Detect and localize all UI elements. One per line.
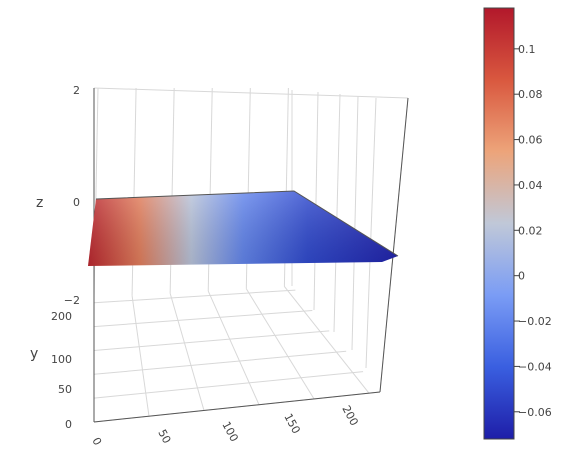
x-tick-label: 150 xyxy=(281,411,302,436)
surface-shading xyxy=(88,191,398,266)
colorbar-tick-label: 0.02 xyxy=(518,224,543,237)
y-axis-label: y xyxy=(30,346,38,362)
surface-edge xyxy=(95,190,399,257)
side-wall-grid-line xyxy=(313,91,319,311)
floor-grid-line xyxy=(93,350,347,375)
back-wall-grid-line xyxy=(93,87,409,99)
z-axis-label: z xyxy=(36,195,43,211)
y-tick-label: 200 xyxy=(51,310,72,323)
side-wall-grid-line xyxy=(333,93,341,333)
x-axis-ticks: 0 50 100 150 200 xyxy=(89,403,360,447)
y-tick-label: 0 xyxy=(65,418,72,431)
x-tick-label: 0 xyxy=(89,435,104,447)
floor-grid-line xyxy=(283,286,370,394)
x-axis-line xyxy=(93,391,381,423)
floor-grid-line xyxy=(93,371,364,399)
side-wall-grid-line xyxy=(365,97,377,369)
colorbar-tick-label: −0.04 xyxy=(518,360,552,373)
y-tick-label: 100 xyxy=(51,353,72,366)
z-tick-label: 0 xyxy=(73,196,80,209)
side-wall-grid-line xyxy=(351,95,359,351)
colorbar-gradient xyxy=(483,7,515,440)
floor-grid-line xyxy=(93,330,330,351)
y-axis-ticks: 0 50 100 200 xyxy=(51,310,72,431)
colorbar-tick-label: 0 xyxy=(518,270,525,283)
colorbar-tick-label: −0.06 xyxy=(518,406,552,419)
surface-mesh xyxy=(88,190,399,266)
colorbar-tick-label: 0.04 xyxy=(518,179,543,192)
z-tick-label: 2 xyxy=(73,84,80,97)
floor-grid-line xyxy=(93,289,296,304)
floor-grid-line xyxy=(93,309,313,328)
y-tick-label: 50 xyxy=(58,383,72,396)
colorbar-tick-label: 0.06 xyxy=(518,134,543,147)
x-tick-label: 100 xyxy=(219,419,240,444)
back-wall-grid-line xyxy=(93,87,99,299)
scene-grid xyxy=(93,87,409,423)
floor-grid-line xyxy=(169,293,205,411)
right-axis-line xyxy=(379,97,409,393)
colorbar-tick-label: 0.08 xyxy=(518,88,543,101)
colorbar-tick-label: −0.02 xyxy=(518,315,552,328)
floor-grid-line xyxy=(131,295,150,417)
colorbar-ticks: 0.1 0.08 0.06 0.04 0.02 0 −0.02 −0.04 −0.06 xyxy=(514,43,552,419)
colorbar: 0.1 0.08 0.06 0.04 0.02 0 −0.02 −0.04 −0.06 xyxy=(483,7,552,440)
floor-grid-line xyxy=(245,288,315,400)
floor-grid-line xyxy=(207,290,260,405)
z-axis-ticks: 2 0 −2 xyxy=(64,84,80,307)
colorbar-tick-label: 0.1 xyxy=(518,43,536,56)
x-tick-label: 200 xyxy=(339,403,360,428)
x-tick-label: 50 xyxy=(155,427,173,445)
z-tick-label: −2 xyxy=(64,294,80,307)
